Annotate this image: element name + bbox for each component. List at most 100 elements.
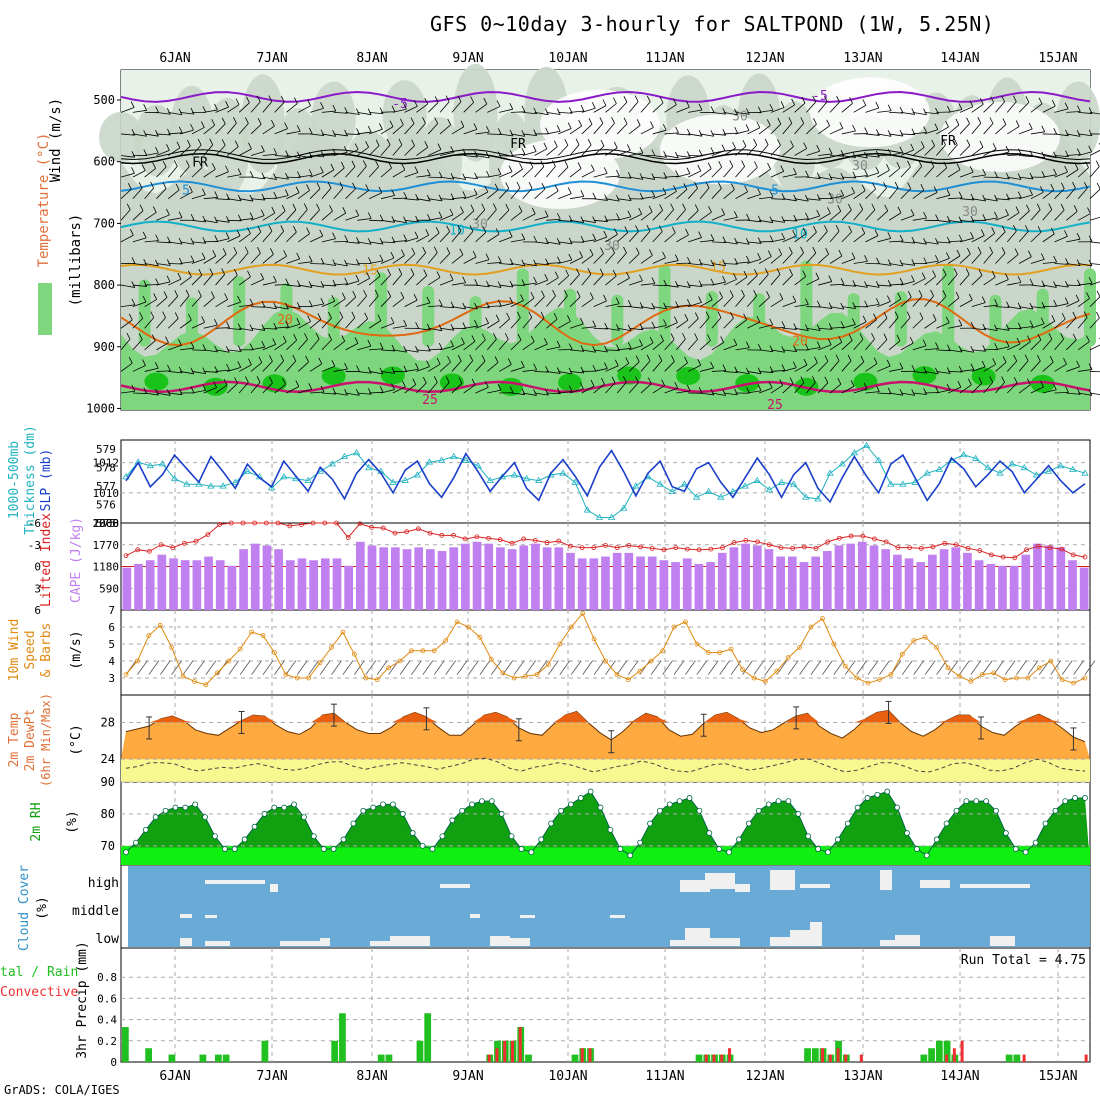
pressure-tick-label: 500: [93, 93, 115, 107]
wind-barb: [781, 364, 786, 371]
wind-barb: [735, 241, 750, 245]
wind-barb: [646, 95, 651, 103]
cape-bar: [951, 547, 961, 610]
rh2m-point: [182, 804, 189, 811]
wind-barb: [841, 360, 852, 372]
thickness-point: [838, 460, 846, 467]
wind-barb: [487, 362, 499, 372]
wind-barb: [745, 367, 750, 374]
rh2m-point: [953, 807, 960, 814]
cape-bar: [145, 560, 155, 610]
wind-barb: [745, 238, 750, 245]
wind-barb: [546, 166, 556, 178]
wind-barb: [659, 96, 664, 104]
wind-barb: [815, 272, 820, 280]
wind-barb: [120, 107, 135, 113]
wind-barb: [764, 138, 769, 145]
wind-barb: [989, 376, 994, 383]
wind-barb: [226, 321, 230, 328]
wind-barb: [1015, 120, 1020, 127]
wind-barb: [912, 295, 923, 307]
wind-barb: [782, 367, 797, 372]
wind-barb: [617, 123, 628, 135]
wind-barb: [239, 198, 254, 202]
cloud-low: [880, 940, 895, 946]
wind-barb: [635, 376, 639, 383]
wind-barb: [1012, 95, 1017, 102]
rh2m-point: [834, 836, 841, 843]
wind-barb: [274, 255, 287, 264]
wind-barb: [321, 210, 333, 221]
wind-barb: [1017, 302, 1022, 310]
wind-barb: [188, 270, 192, 277]
wind-barb: [391, 189, 395, 196]
cape-bar: [799, 562, 809, 610]
li-point: [603, 543, 608, 548]
wind-barb: [143, 258, 148, 266]
wind-barb: [426, 323, 431, 331]
wind-barb: [415, 215, 419, 223]
wind-barb: [805, 298, 809, 305]
wind-barb: [273, 302, 278, 309]
wind-barb: [569, 388, 584, 394]
wind-barb: [357, 111, 372, 116]
wind-speed-point: [180, 673, 186, 679]
wind-barb: [1054, 209, 1065, 221]
wind-barb: [132, 301, 147, 308]
wind-barb: [180, 241, 194, 245]
wind-barb: [286, 209, 297, 221]
wind-barb: [935, 214, 939, 221]
wind-barb: [889, 111, 904, 114]
wind-barb: [1078, 151, 1092, 156]
wind-barb: [887, 259, 892, 266]
precip-total-bar: [222, 1054, 230, 1062]
wind-barb: [970, 346, 975, 353]
wind-barb: [564, 160, 569, 168]
li-point: [568, 543, 573, 549]
top-day-label: 14JAN: [940, 51, 979, 66]
wind-barb: [617, 198, 632, 202]
wind-barb: [909, 336, 914, 344]
wind-barb: [945, 316, 950, 323]
wind-barb: [859, 333, 864, 340]
wind-barb: [1006, 382, 1018, 394]
wind-barb: [487, 106, 501, 113]
wind-barb: [558, 128, 572, 135]
wind-barb: [848, 225, 853, 233]
wind-barb: [498, 338, 509, 351]
wind-barb: [403, 319, 407, 327]
cape-bar: [204, 556, 213, 610]
wind-barb: [303, 203, 308, 210]
wind-barb: [899, 277, 904, 285]
wind-barb: [487, 389, 502, 394]
wind-barb: [1001, 95, 1005, 102]
top-day-label: 6JAN: [159, 51, 190, 66]
precip-total-bar: [122, 1027, 129, 1062]
isotherm-line: [120, 149, 1091, 161]
wind-barb: [298, 233, 310, 243]
wind-speed-point: [603, 658, 608, 664]
wind-barb: [759, 109, 774, 113]
wind-barb: [1030, 339, 1042, 351]
wind-barb: [638, 207, 643, 215]
wind10-barb: [753, 660, 765, 675]
cape-tick-label: 2360: [93, 517, 120, 530]
thickness-point: [352, 449, 361, 456]
rh-plume: [989, 294, 1002, 347]
wind-barb: [629, 176, 644, 180]
wind-barb: [664, 209, 674, 221]
wind-barb: [556, 108, 561, 115]
wind-barb: [818, 213, 831, 221]
wind-barb: [1075, 294, 1080, 301]
wind-barb: [392, 325, 407, 329]
wind-barb: [156, 263, 171, 266]
wind-barb: [364, 312, 369, 319]
wind-barb: [367, 108, 372, 115]
wind-barb: [1030, 386, 1044, 394]
wind-barb: [1066, 154, 1081, 156]
wind-barb: [522, 341, 535, 351]
wind-barb: [742, 140, 747, 147]
wind-barb: [971, 349, 986, 352]
wind-barb: [534, 343, 548, 351]
wind-barb: [398, 268, 403, 275]
